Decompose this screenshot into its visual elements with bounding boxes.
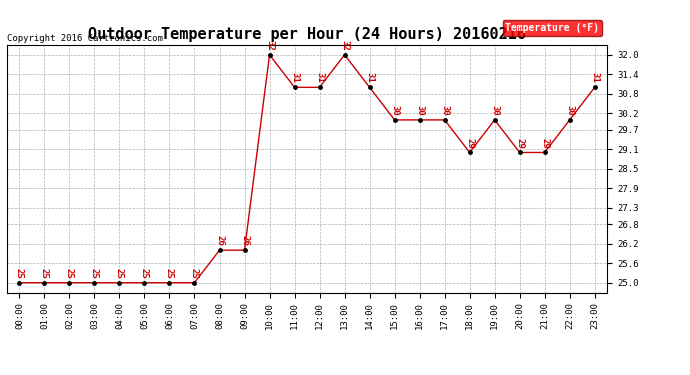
Text: 25: 25 [115,268,124,279]
Title: Outdoor Temperature per Hour (24 Hours) 20160216: Outdoor Temperature per Hour (24 Hours) … [88,27,526,42]
Text: 31: 31 [590,72,599,83]
Text: 25: 25 [90,268,99,279]
Legend: Temperature (°F): Temperature (°F) [502,20,602,36]
Text: 31: 31 [290,72,299,83]
Text: 25: 25 [65,268,74,279]
Text: 31: 31 [315,72,324,83]
Text: 29: 29 [465,138,474,148]
Text: 32: 32 [265,40,274,51]
Text: 30: 30 [490,105,499,116]
Text: 32: 32 [340,40,349,51]
Text: 29: 29 [515,138,524,148]
Text: 30: 30 [390,105,399,116]
Text: 30: 30 [415,105,424,116]
Text: 25: 25 [15,268,24,279]
Text: 26: 26 [215,235,224,246]
Text: 25: 25 [165,268,174,279]
Text: Copyright 2016 Cartronics.com: Copyright 2016 Cartronics.com [7,33,163,42]
Text: 30: 30 [565,105,574,116]
Text: 25: 25 [190,268,199,279]
Text: 25: 25 [140,268,149,279]
Text: 29: 29 [540,138,549,148]
Text: 25: 25 [40,268,49,279]
Text: 26: 26 [240,235,249,246]
Text: 30: 30 [440,105,449,116]
Text: 31: 31 [365,72,374,83]
